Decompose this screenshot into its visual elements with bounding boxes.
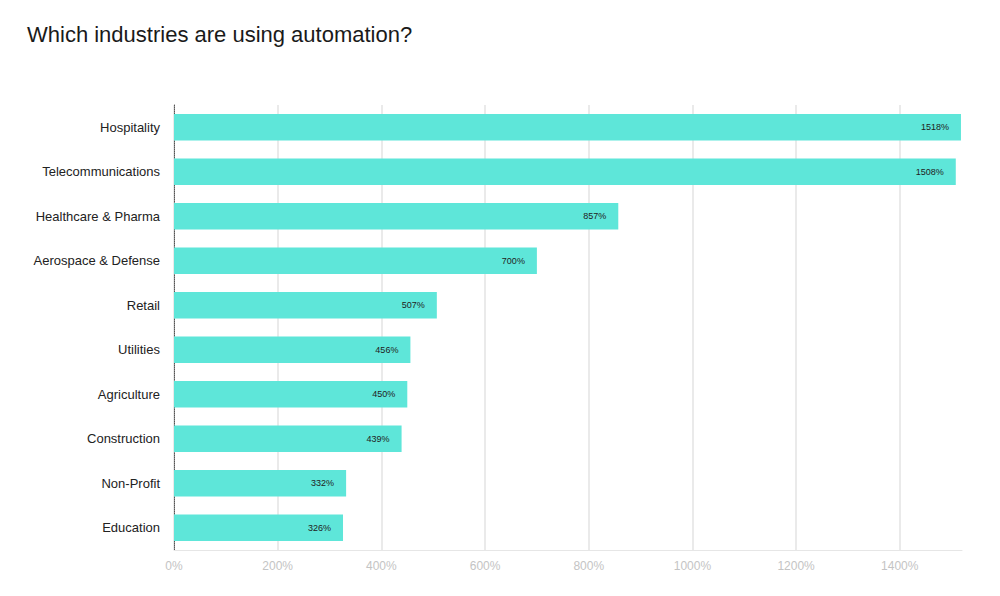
svg-text:Healthcare & Pharma: Healthcare & Pharma <box>36 209 161 224</box>
svg-text:Hospitality: Hospitality <box>100 120 160 135</box>
svg-text:400%: 400% <box>366 559 397 573</box>
svg-text:326%: 326% <box>308 523 331 533</box>
svg-text:0%: 0% <box>165 559 183 573</box>
svg-text:Non-Profit: Non-Profit <box>101 476 160 491</box>
svg-text:456%: 456% <box>375 345 398 355</box>
svg-text:700%: 700% <box>502 256 525 266</box>
svg-text:Education: Education <box>102 520 160 535</box>
svg-text:Utilities: Utilities <box>118 342 160 357</box>
svg-text:Construction: Construction <box>87 431 160 446</box>
svg-text:Agriculture: Agriculture <box>98 387 160 402</box>
svg-text:1508%: 1508% <box>916 167 944 177</box>
svg-text:800%: 800% <box>573 559 604 573</box>
svg-text:Which industries are using aut: Which industries are using automation? <box>27 22 412 47</box>
svg-text:Aerospace & Defense: Aerospace & Defense <box>34 253 160 268</box>
svg-text:1400%: 1400% <box>881 559 919 573</box>
svg-text:1000%: 1000% <box>674 559 712 573</box>
svg-text:507%: 507% <box>402 300 425 310</box>
svg-text:1200%: 1200% <box>777 559 815 573</box>
svg-text:Retail: Retail <box>127 298 160 313</box>
svg-text:332%: 332% <box>311 478 334 488</box>
svg-text:Telecommunications: Telecommunications <box>42 164 160 179</box>
svg-text:450%: 450% <box>372 389 395 399</box>
svg-text:1518%: 1518% <box>921 122 949 132</box>
svg-text:439%: 439% <box>367 434 390 444</box>
svg-text:200%: 200% <box>262 559 293 573</box>
svg-text:600%: 600% <box>470 559 501 573</box>
svg-text:857%: 857% <box>583 211 606 221</box>
